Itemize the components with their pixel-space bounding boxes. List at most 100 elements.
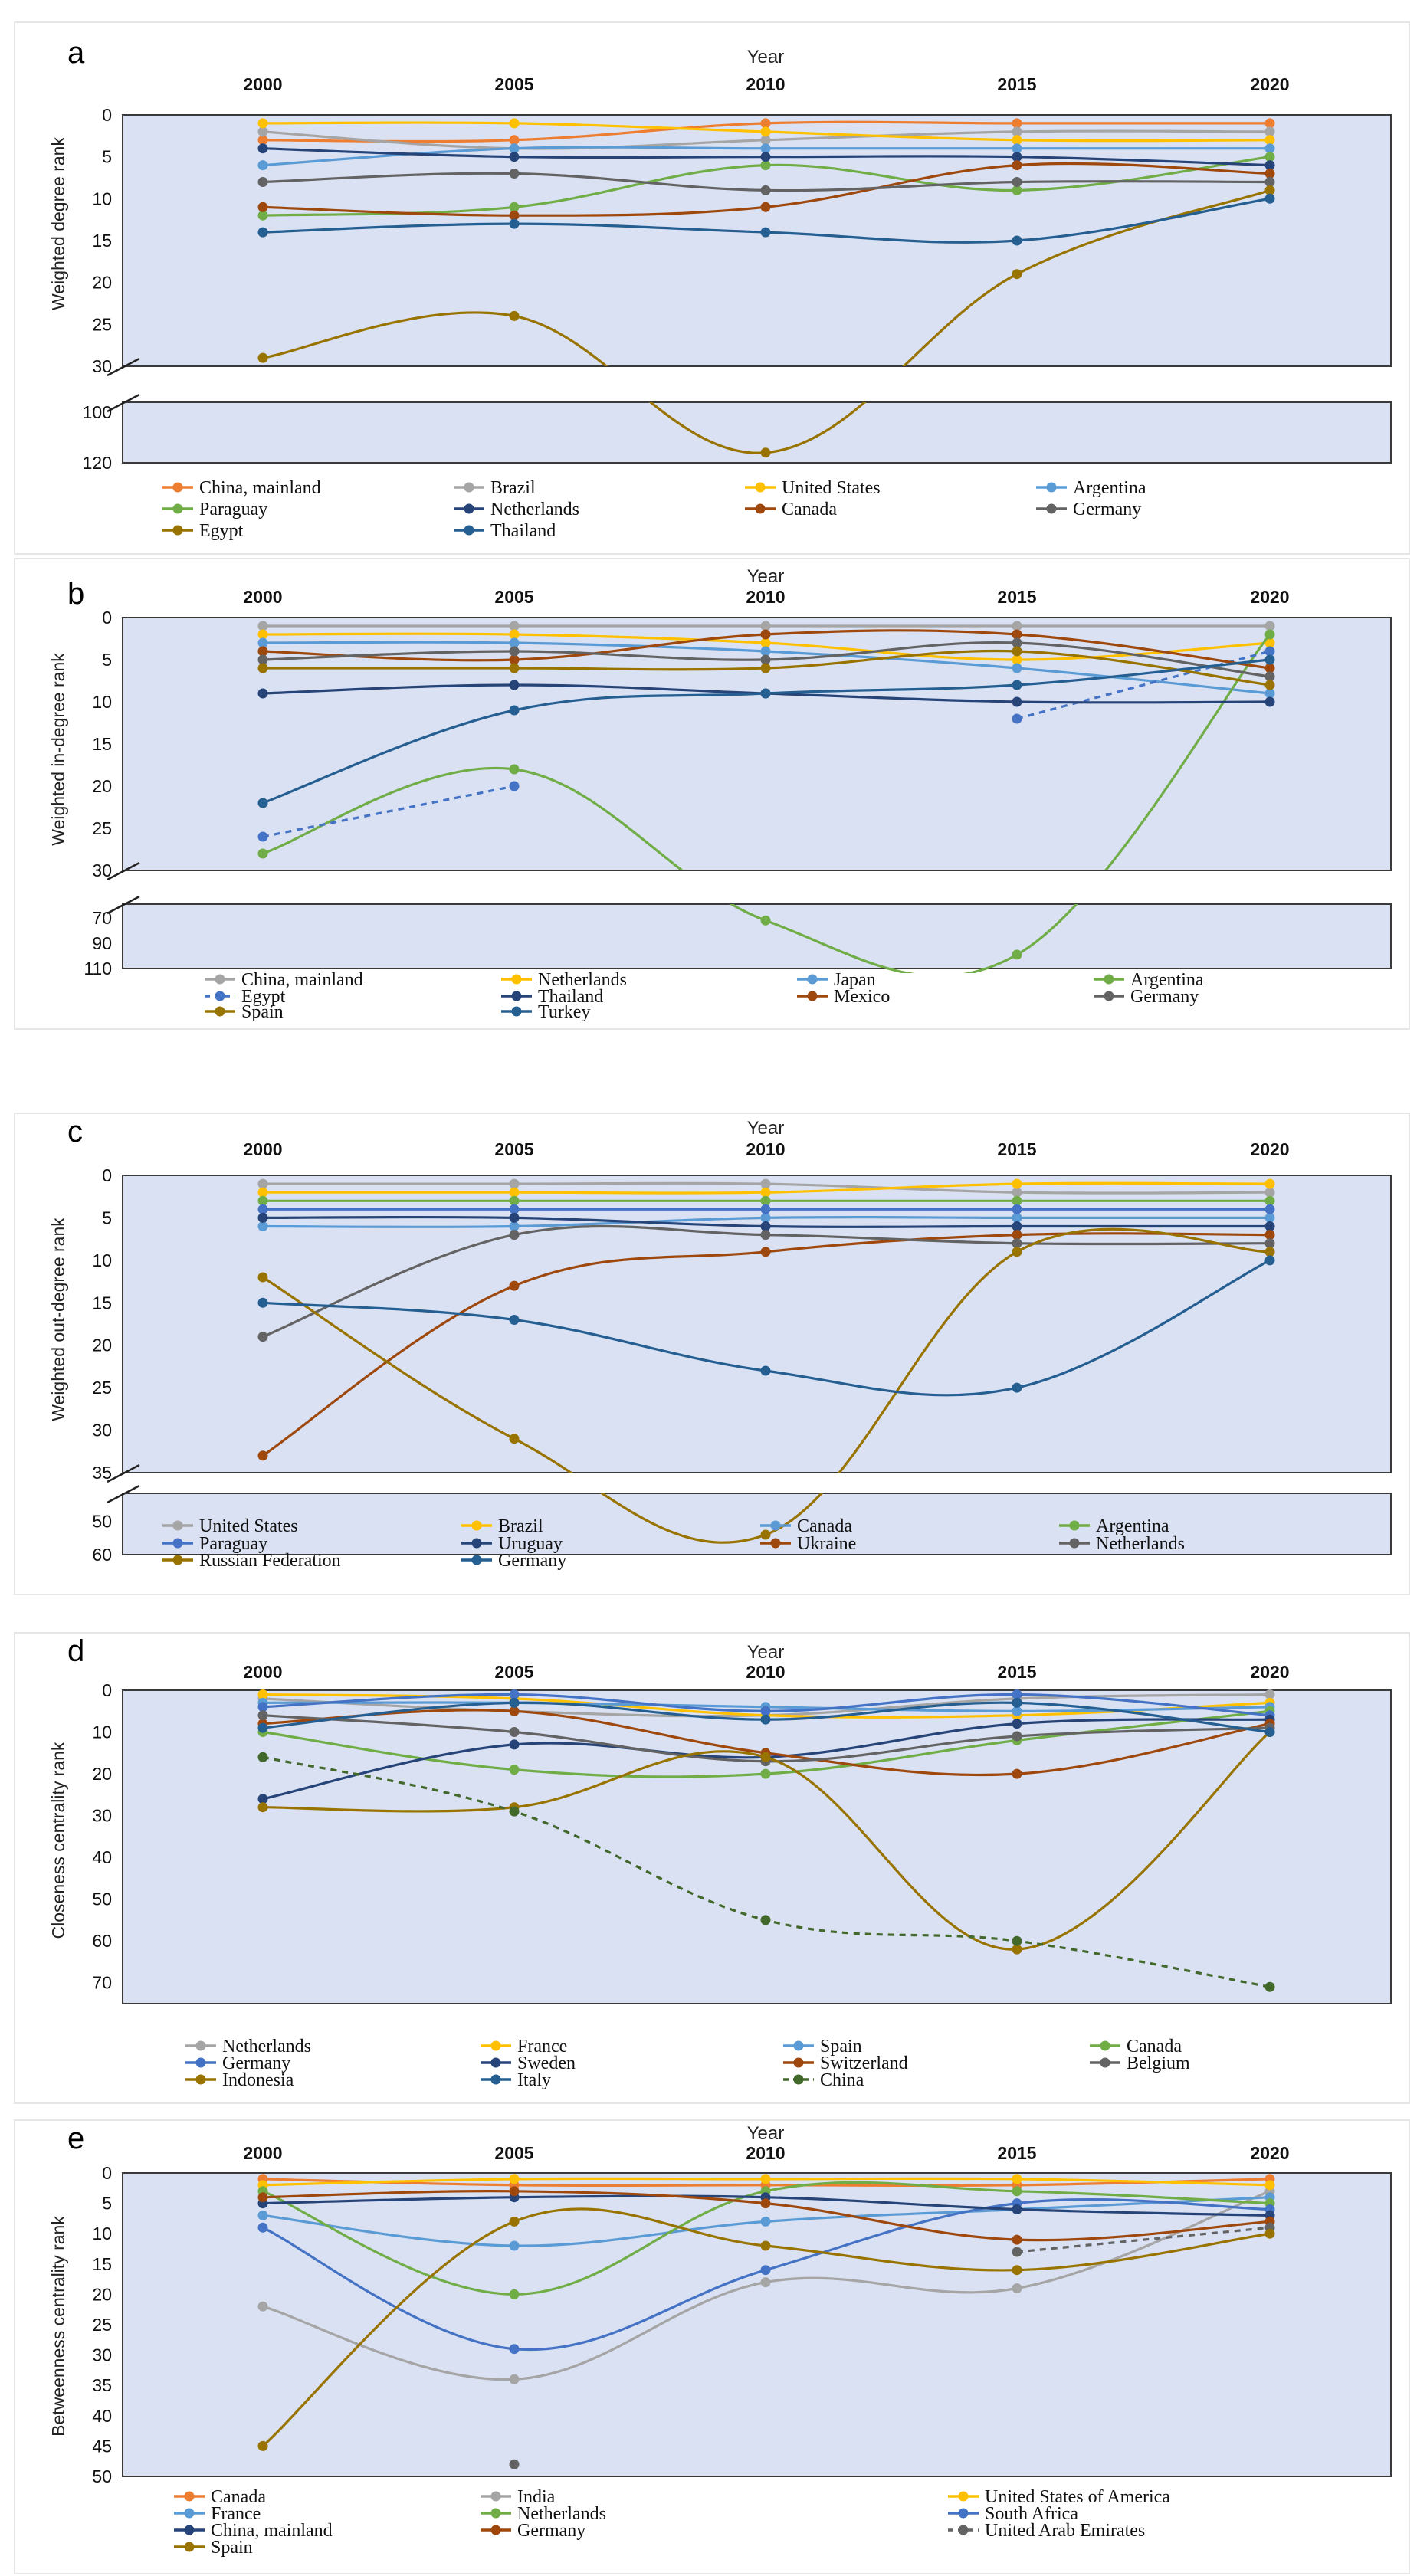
legend-marker [1100, 2040, 1110, 2051]
legend-item-mexico: Mexico [797, 987, 890, 1007]
x-tick-label: 2000 [243, 587, 282, 607]
series-germany [257, 2186, 1275, 2245]
y-tick-label: 35 [92, 2375, 112, 2395]
legend-marker [793, 2057, 804, 2068]
plot-background-lower [122, 903, 1392, 969]
data-point-italy [760, 1714, 771, 1725]
y-tick-label: 70 [92, 1973, 112, 1993]
data-point-germany [509, 1315, 520, 1325]
data-point-brazil [1264, 1178, 1275, 1189]
data-point-brazil [257, 126, 268, 137]
data-point-south-africa [257, 2222, 268, 2233]
legend: Netherlands France Spain Canada Germany Swede… [185, 2037, 1190, 2090]
legend-marker [464, 482, 474, 493]
series-uruguay [257, 1212, 1275, 1231]
series-argentina [257, 629, 1275, 973]
data-point-germany [509, 2186, 520, 2197]
legend-label: Thailand [538, 987, 603, 1007]
legend-label: Canada [1127, 2037, 1182, 2057]
legend-marker [172, 525, 183, 536]
x-tick-label: 2015 [997, 2143, 1036, 2163]
data-point-brazil [1264, 126, 1275, 137]
legend-item-united-states: United States [745, 478, 881, 498]
legend-marker [215, 1006, 225, 1017]
legend-item-spain: Spain [205, 1002, 284, 1022]
data-point-germany [257, 2192, 268, 2203]
legend-label: Netherlands [538, 970, 627, 990]
data-point-thailand [509, 680, 520, 690]
x-tick-label: 2015 [997, 1662, 1036, 1682]
series-canada [257, 1212, 1275, 1231]
data-point-china [1012, 1935, 1022, 1946]
legend-label: United Arab Emirates [985, 2521, 1145, 2541]
data-point-canada [509, 1221, 520, 1231]
panel-d: d Year 2000 2005 2010 2015 2020 0 10 20 30 40 50 60 70… [14, 1632, 1410, 2104]
data-point-egypt [509, 310, 520, 321]
x-tick-label: 2010 [746, 1662, 785, 1682]
legend-item-netherlands: Netherlands [454, 500, 579, 519]
data-point-mexico [1264, 663, 1275, 673]
axis-break-mark [107, 1484, 140, 1504]
axis-break-mark [107, 357, 140, 377]
plot-background-lower [122, 1493, 1392, 1555]
data-point-germany [257, 1297, 268, 1308]
legend-item-italy: Italy [481, 2070, 551, 2090]
data-point-egypt [257, 352, 268, 363]
data-point-argentina [1012, 1195, 1022, 1206]
data-point-brazil [1012, 1178, 1022, 1189]
x-tick-label: 2020 [1250, 2143, 1289, 2163]
x-tick-label: 2020 [1250, 1662, 1289, 1682]
legend-label: Netherlands [490, 500, 579, 519]
legend-label: Netherlands [222, 2037, 311, 2057]
axis-break-mark [107, 861, 140, 881]
panel-b: b Year 2000 2005 2010 2015 2020 0 5 10 15 20 25 30 70 9… [14, 558, 1410, 1030]
legend-item-russian-federation: Russian Federation [162, 1551, 341, 1571]
data-point-argentina [760, 1195, 771, 1206]
x-axis-title: Year [747, 566, 785, 587]
data-point-japan [1012, 663, 1022, 673]
legend-item-germany: Germany [1094, 987, 1199, 1007]
legend-marker [490, 2040, 501, 2051]
legend-marker [1104, 991, 1114, 1001]
y-tick-label: 0 [102, 105, 112, 125]
legend: China, mainland Netherlands Japan Argentina… [205, 970, 1204, 1022]
data-point-united-states [1264, 1187, 1275, 1198]
legend-item-germany: Germany [1036, 500, 1141, 519]
data-point-paraguay [1012, 1204, 1022, 1214]
data-point-united-arab-emirates [1012, 2247, 1022, 2257]
data-point-indonesia [760, 1752, 771, 1762]
legend-label: Netherlands [1096, 1534, 1185, 1554]
data-point-indonesia [257, 1802, 268, 1813]
series-china-mainland [257, 118, 1275, 146]
legend-item-france: France [481, 2037, 567, 2057]
panel-label: e [67, 2122, 84, 2155]
data-point-united-states-of-america [1012, 2174, 1022, 2184]
data-point-argentina [257, 1195, 268, 1206]
legend-marker [1069, 1520, 1080, 1531]
y-tick-label: 60 [92, 1545, 112, 1565]
legend-marker [807, 974, 818, 985]
series-united-states-of-america [257, 2174, 1275, 2191]
data-point-united-states [509, 1178, 520, 1189]
data-point-argentina [760, 143, 771, 154]
data-point-thailand [1264, 696, 1275, 707]
data-point-france [760, 2216, 771, 2227]
legend-item-canada: Canada [745, 500, 837, 519]
legend-item-united-arab-emirates: United Arab Emirates [948, 2521, 1145, 2541]
legend-label: Sweden [517, 2053, 576, 2073]
x-tick-label: 2020 [1250, 587, 1289, 607]
data-point-netherlands [257, 629, 268, 640]
series-spain [257, 2207, 1275, 2451]
y-tick-label: 40 [92, 1847, 112, 1867]
legend-marker [958, 2491, 969, 2502]
y-tick-label: 25 [92, 2315, 112, 2335]
series-group [257, 621, 1275, 973]
legend-item-paraguay: Paraguay [162, 500, 267, 519]
y-tick-label: 100 [83, 402, 112, 422]
data-point-thailand [1012, 696, 1022, 707]
legend-marker [464, 503, 474, 514]
legend-item-netherlands: Netherlands [501, 970, 627, 990]
legend-marker [511, 991, 522, 1001]
legend-item-china-mainland: China, mainland [205, 970, 363, 990]
legend-marker [172, 1555, 183, 1565]
